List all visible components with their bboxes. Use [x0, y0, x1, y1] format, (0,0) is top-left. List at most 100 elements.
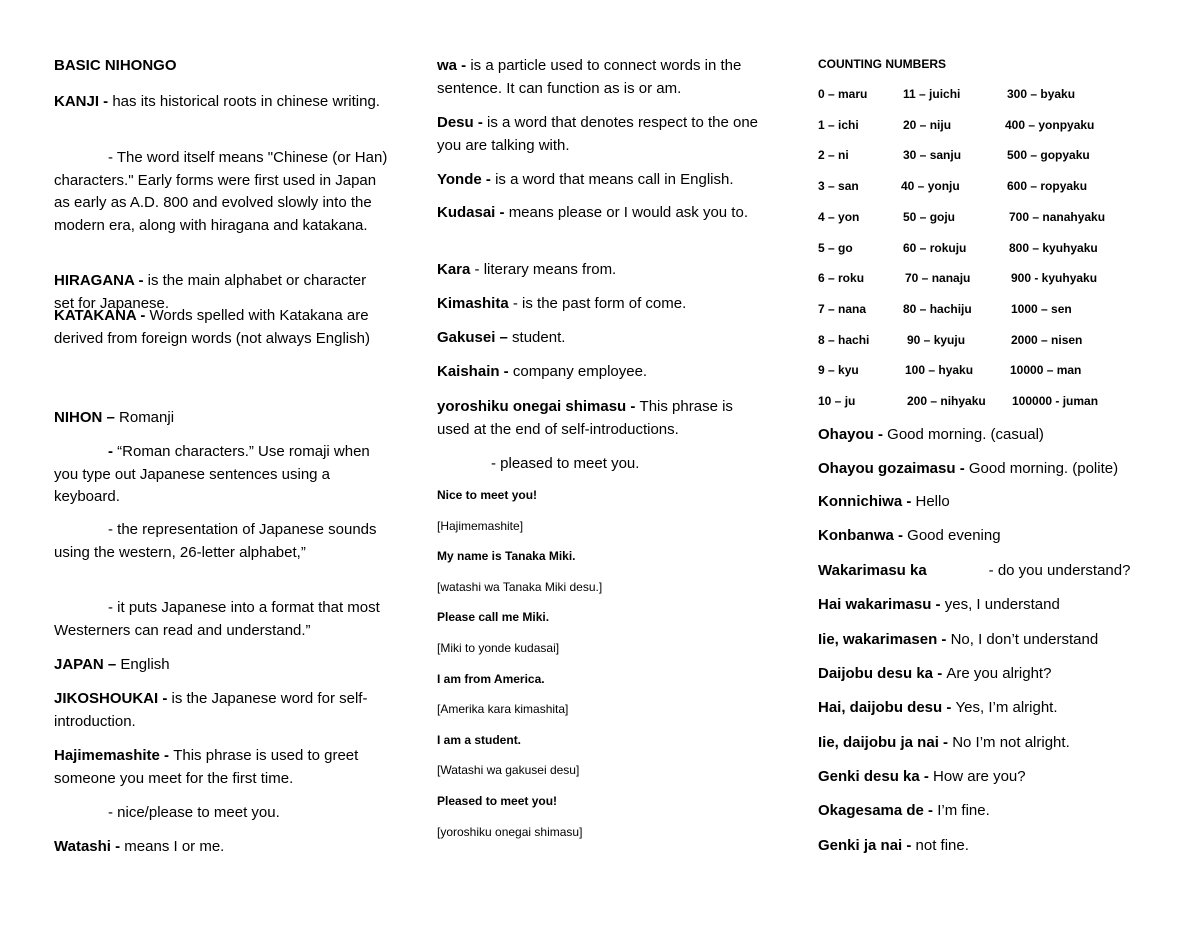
number-item: 7 – nana [818, 301, 867, 316]
definition: is a word that denotes respect to the on… [437, 114, 759, 154]
paragraph: - The word itself means "Chinese (or Han… [54, 147, 389, 237]
phrase-english: My name is Tanaka Miki. [437, 549, 576, 564]
paragraph: - “Roman characters.” Use romaji when yo… [54, 441, 389, 509]
paragraph: KATAKANA - Words spelled with Katakana a… [54, 305, 389, 350]
paragraph: Ohayou - Good morning. (casual) [818, 424, 1178, 447]
term: Ohayou gozaimasu - [818, 460, 969, 477]
phrase-romaji: [Watashi wa gakusei desu] [437, 763, 580, 778]
definition: How are you? [933, 768, 1026, 785]
term: Genki ja nai - [818, 837, 916, 854]
phrase-romaji: [yoroshiku onegai shimasu] [437, 824, 583, 839]
definition: Good morning. (polite) [968, 460, 1119, 477]
definition: - literary means from. [474, 261, 617, 278]
paragraph: JIKOSHOUKAI - is the Japanese word for s… [54, 688, 389, 733]
phrase-english: I am a student. [437, 732, 522, 747]
title-text: BASIC NIHONGO [54, 57, 177, 74]
term: Genki desu ka - [818, 768, 934, 785]
number-item: 50 – goju [903, 209, 956, 224]
definition: - pleased to meet you. [491, 455, 640, 472]
paragraph: Genki desu ka - How are you? [818, 766, 1178, 789]
definition: English [120, 656, 170, 673]
term: KATAKANA - [54, 307, 150, 324]
phrase-romaji: [watashi wa Tanaka Miki desu.] [437, 579, 603, 594]
paragraph: Konnichiwa - Hello [818, 491, 1178, 514]
definition: Are you alright? [946, 665, 1052, 682]
term: HIRAGANA - [54, 272, 148, 289]
number-item: 100000 - juman [1012, 394, 1099, 408]
phrase-romaji: [Amerika kara kimashita] [437, 702, 569, 717]
number-item: 400 – yonpyaku [1005, 117, 1095, 132]
paragraph: - the representation of Japanese sounds … [54, 519, 389, 564]
paragraph: wa - is a particle used to connect words… [437, 55, 767, 100]
term: Konbanwa - [818, 527, 908, 544]
paragraph: Desu - is a word that denotes respect to… [437, 112, 767, 157]
definition: - is the past form of come. [512, 295, 687, 312]
term: Ohayou - [818, 426, 888, 443]
number-item: 800 – kyuhyaku [1009, 240, 1098, 255]
paragraph: Okagesama de - I’m fine. [818, 800, 1178, 823]
definition: is the main alphabet or character set fo… [54, 272, 367, 312]
number-item: 30 – sanju [903, 148, 962, 163]
definition: - it puts Japanese into a format that mo… [54, 599, 380, 639]
definition: - the representation of Japanese sounds … [54, 521, 377, 561]
definition: - do you understand? [988, 562, 1131, 579]
number-item: 10 – ju [818, 394, 856, 408]
definition: company employee. [512, 363, 648, 380]
phrase-romaji: [Miki to yonde kudasai] [437, 641, 560, 655]
paragraph: Konbanwa - Good evening [818, 525, 1178, 548]
number-item: 3 – san [818, 179, 859, 194]
paragraph: Kimashita - is the past form of come. [437, 293, 767, 316]
term: Daijobu desu ka - [818, 665, 947, 682]
number-item: 500 – gopyaku [1007, 148, 1090, 163]
definition: No I’m not alright. [952, 734, 1070, 751]
paragraph: JAPAN – English [54, 654, 389, 677]
term: Gakusei – [437, 329, 513, 346]
number-item: 2 – ni [818, 148, 849, 163]
paragraph: Kara - literary means from. [437, 259, 767, 282]
definition: Hello [915, 493, 950, 510]
term: Yonde - [437, 171, 496, 188]
term: Kaishain - [437, 363, 513, 380]
paragraph: NIHON – Romanji [54, 407, 389, 430]
paragraph: Iie, daijobu ja nai - No I’m not alright… [818, 732, 1178, 755]
paragraph: Iie, wakarimasen - No, I don’t understan… [818, 629, 1178, 652]
number-item: 1000 – sen [1011, 301, 1072, 316]
definition: is the Japanese word for self-introducti… [54, 690, 368, 730]
paragraph: Hajimemashite - This phrase is used to g… [54, 745, 389, 790]
term: Kara [437, 261, 475, 278]
paragraph: KANJI - has its historical roots in chin… [54, 91, 389, 114]
term: JAPAN – [54, 656, 121, 673]
definition: means please or I would ask you to. [508, 204, 748, 221]
paragraph: Hai, daijobu desu - Yes, I’m alright. [818, 697, 1178, 720]
counting-title: COUNTING NUMBERS [818, 57, 946, 71]
definition: “Roman characters.” Use romaji when you … [54, 443, 370, 505]
term: Kimashita [437, 295, 513, 312]
number-item: 2000 – nisen [1011, 332, 1083, 347]
paragraph: HIRAGANA - is the main alphabet or chara… [54, 270, 389, 315]
number-item: 100 – hyaku [905, 363, 974, 378]
term: Konnichiwa - [818, 493, 916, 510]
paragraph: Genki ja nai - not fine. [818, 835, 1178, 858]
definition: Good morning. (casual) [887, 426, 1044, 443]
number-item: 60 – rokuju [903, 240, 967, 255]
number-item: 700 – nanahyaku [1009, 209, 1106, 224]
number-item: 11 – juichi [903, 87, 961, 101]
term: Okagesama de - [818, 802, 938, 819]
definition: - nice/please to meet you. [108, 804, 280, 821]
term: - [108, 443, 118, 460]
paragraph: Wakarimasu ka - do you understand? [818, 560, 1178, 583]
definition: means I or me. [124, 838, 225, 855]
document-title: BASIC NIHONGO [54, 55, 389, 78]
term: Hai wakarimasu - [818, 596, 945, 613]
paragraph: - pleased to meet you. [437, 453, 767, 476]
paragraph: Kudasai - means please or I would ask yo… [437, 202, 767, 225]
term: Hai, daijobu desu - [818, 699, 956, 716]
paragraph: Yonde - is a word that means call in Eng… [437, 169, 767, 192]
number-item: 8 – hachi [818, 332, 870, 347]
term: Hajimemashite - [54, 747, 174, 764]
definition: - The word itself means "Chinese (or Han… [54, 149, 388, 234]
term: Desu - [437, 114, 488, 131]
number-item: 40 – yonju [901, 179, 960, 194]
phrase-romaji: [Hajimemashite] [437, 518, 524, 533]
paragraph: Kaishain - company employee. [437, 361, 767, 384]
